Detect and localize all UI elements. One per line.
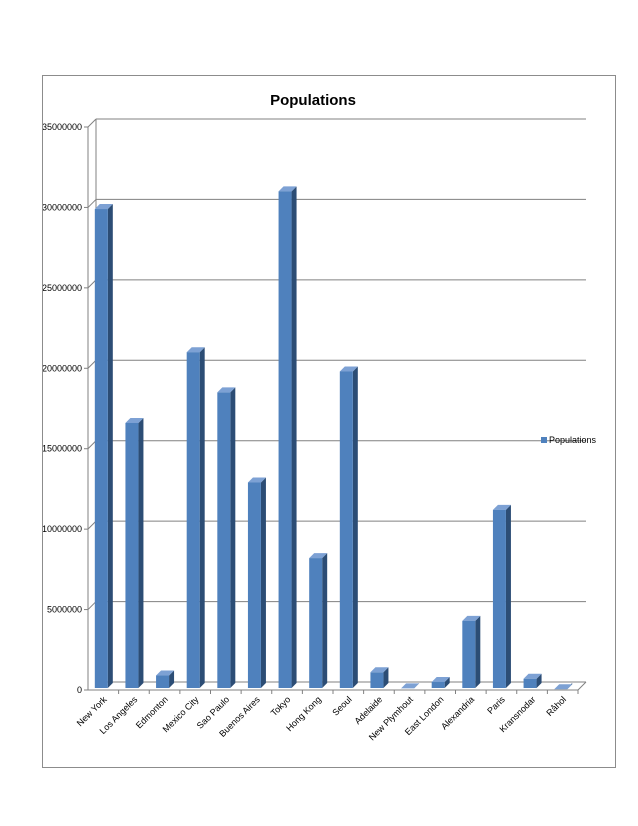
gridline-diag xyxy=(87,520,97,530)
bar xyxy=(554,683,573,690)
bar-side xyxy=(322,553,328,688)
bar-top xyxy=(462,615,481,621)
bar-front xyxy=(492,509,506,688)
y-tick-label: 0 xyxy=(77,685,82,695)
bar-side xyxy=(352,366,358,688)
bar-side xyxy=(199,347,205,688)
bar-side xyxy=(169,670,175,688)
bar-front xyxy=(309,558,323,688)
bar-top xyxy=(339,366,358,372)
bar xyxy=(492,504,511,688)
bar-side xyxy=(444,676,450,688)
y-tick-label: 10000000 xyxy=(43,524,82,534)
bar-front xyxy=(125,422,139,688)
bar-top xyxy=(278,186,297,192)
bar xyxy=(217,387,236,688)
bar-top xyxy=(217,387,236,393)
bar xyxy=(462,615,481,688)
bar xyxy=(523,673,542,688)
gridline-diag xyxy=(87,601,97,610)
gridline-diag xyxy=(87,199,97,208)
bar-top xyxy=(554,684,573,690)
bar xyxy=(309,553,328,688)
bar-front xyxy=(156,675,170,688)
bar-side xyxy=(230,387,236,688)
bar xyxy=(401,683,420,689)
bar-top xyxy=(186,347,205,353)
gridline-diag xyxy=(87,440,97,450)
bar-front xyxy=(431,681,445,688)
legend: Populations xyxy=(541,435,597,445)
bar xyxy=(370,667,389,688)
bar xyxy=(125,417,144,688)
y-tick-label: 30000000 xyxy=(43,202,82,212)
bar xyxy=(156,670,175,688)
x-tick-label: Paris xyxy=(485,694,507,716)
bar-front xyxy=(217,392,231,688)
bar-top xyxy=(94,204,113,210)
bar-front xyxy=(278,191,292,688)
bar xyxy=(278,186,297,688)
bar xyxy=(339,366,358,688)
gridlines xyxy=(87,118,586,610)
y-tick-label: 15000000 xyxy=(43,444,82,454)
bar xyxy=(186,347,205,688)
gridline-diag xyxy=(87,118,97,128)
bar-top xyxy=(431,676,450,682)
y-tick-label: 5000000 xyxy=(47,605,82,615)
bar-side xyxy=(536,673,542,688)
bar xyxy=(247,477,266,688)
y-tick-label: 25000000 xyxy=(43,283,82,293)
bar-front xyxy=(370,672,384,688)
bar xyxy=(431,676,450,688)
bar-side xyxy=(107,204,113,688)
bar-side xyxy=(138,417,144,688)
bar-front xyxy=(94,209,108,688)
bar-front xyxy=(339,371,353,688)
bar-side xyxy=(505,504,511,688)
gridline-diag xyxy=(87,359,97,369)
chart-frame: Populations 0 5000000 10000000 15000000 2000… xyxy=(42,75,616,768)
bar-top xyxy=(247,477,266,483)
bar-top xyxy=(523,673,542,679)
bar-front xyxy=(523,678,537,688)
floor-right-edge xyxy=(577,681,587,691)
bar-side xyxy=(291,186,297,688)
bar-front xyxy=(247,482,261,688)
bar-front xyxy=(186,352,200,688)
bar-side xyxy=(260,477,266,688)
x-tick-label: Tokyo xyxy=(269,694,293,718)
bar-top xyxy=(309,553,328,559)
bar-side xyxy=(475,615,481,688)
y-tick-label: 35000000 xyxy=(43,122,82,132)
y-tick-label: 20000000 xyxy=(43,363,82,373)
bar-front xyxy=(462,620,476,688)
legend-label: Populations xyxy=(549,435,597,445)
x-tick-label: Seoul xyxy=(330,694,353,717)
x-tick-label: Alexandria xyxy=(439,694,476,731)
bar-top xyxy=(156,670,175,676)
bar-top xyxy=(492,504,511,510)
bar xyxy=(94,204,113,688)
bar-top xyxy=(370,667,389,673)
y-tick-labels: 0 5000000 10000000 15000000 20000000 25000000… xyxy=(43,122,82,695)
bar-top xyxy=(401,683,420,689)
gridline-diag xyxy=(87,279,97,289)
chart-svg: Populations 0 5000000 10000000 15000000 2000… xyxy=(43,92,597,742)
x-tick-label: Råhol xyxy=(544,694,568,718)
legend-swatch xyxy=(541,437,547,443)
bar-side xyxy=(383,667,389,688)
bar-top xyxy=(125,417,144,423)
chart-title: Populations xyxy=(270,92,356,109)
bars xyxy=(94,186,573,690)
